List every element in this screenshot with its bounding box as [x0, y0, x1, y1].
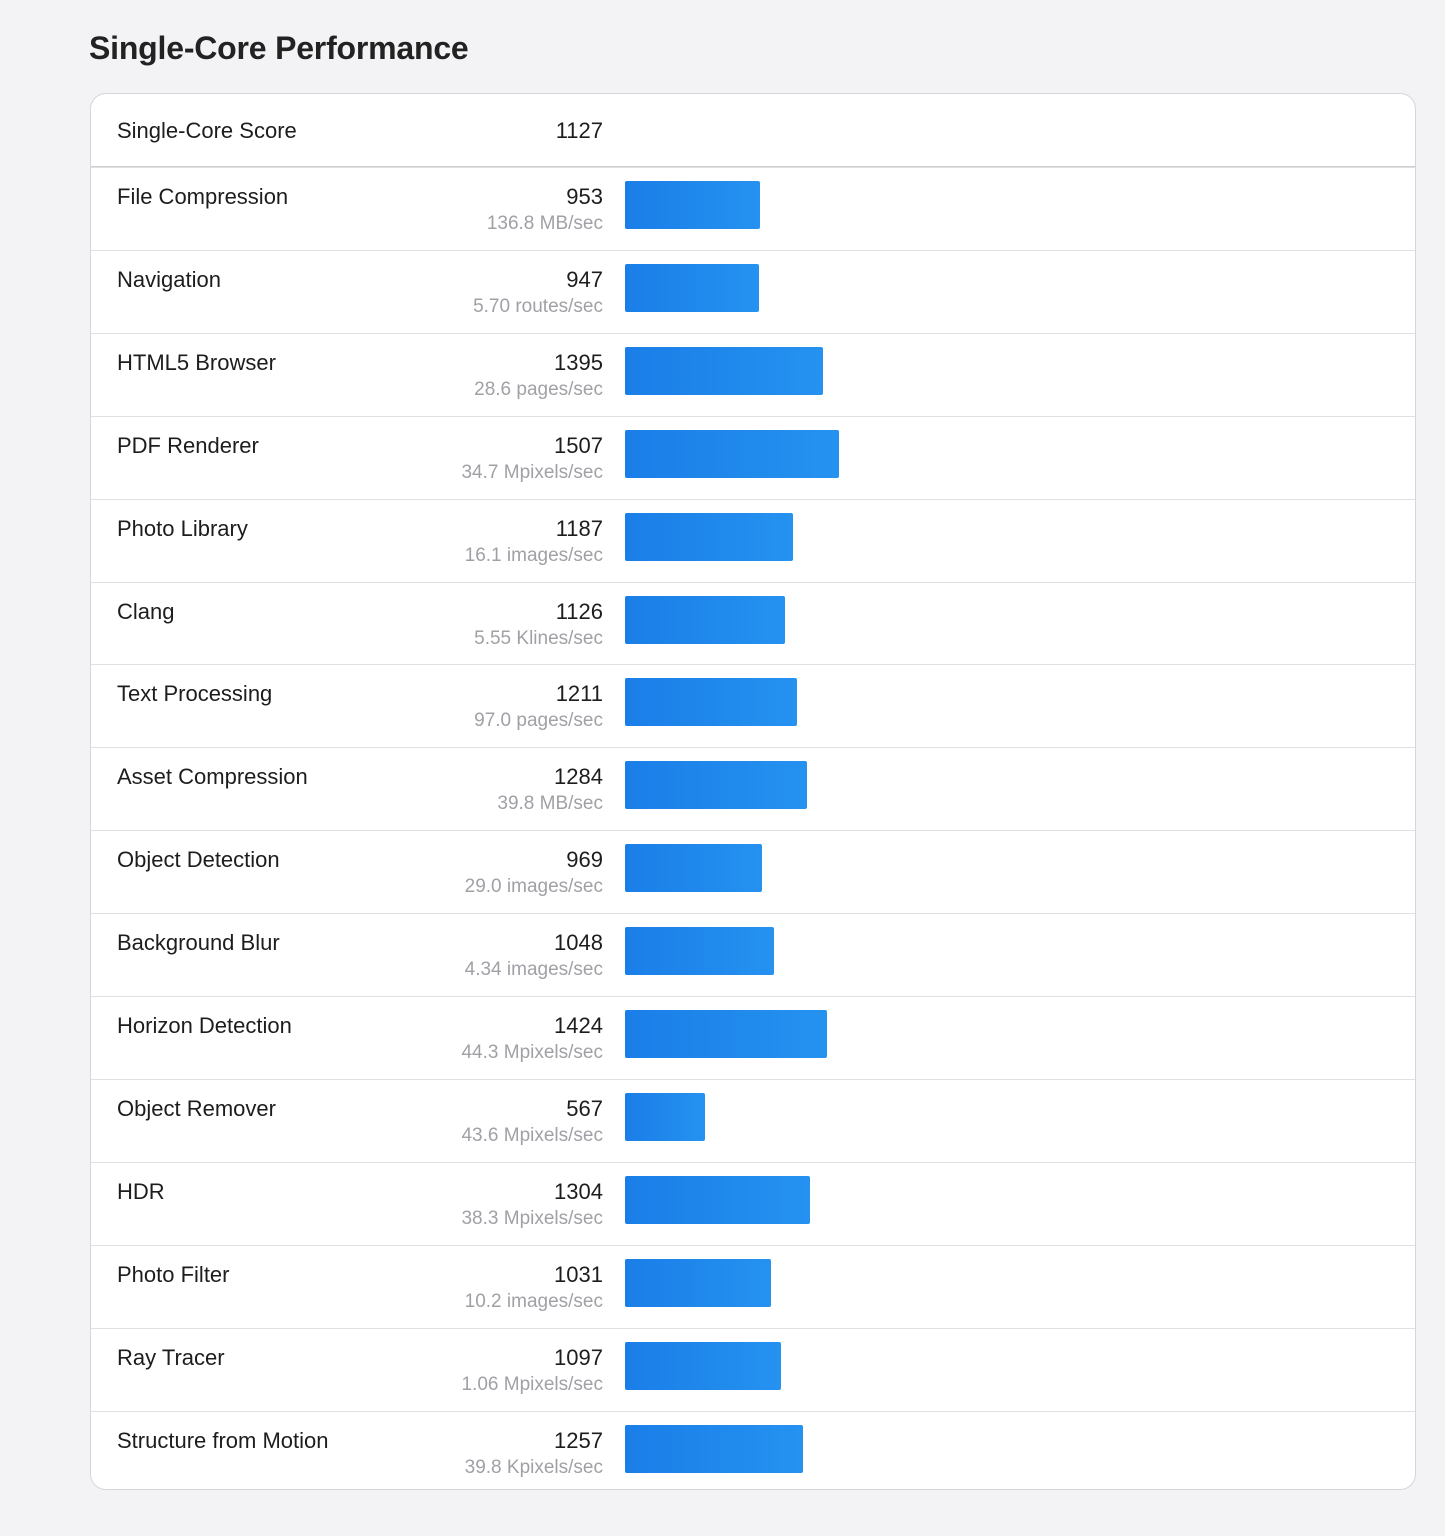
benchmark-row-hdr: HDR 1304 38.3 Mpixels/sec [91, 1161, 1415, 1245]
benchmark-row-photo-library: Photo Library 1187 16.1 images/sec [91, 498, 1415, 582]
benchmark-rate: 38.3 Mpixels/sec [461, 1207, 603, 1229]
benchmark-score: 1424 [554, 1013, 603, 1038]
benchmark-name: Clang [117, 598, 175, 624]
benchmark-name: Photo Library [117, 515, 248, 541]
score-bar-clang [625, 595, 785, 644]
benchmark-row-navigation: Navigation 947 5.70 routes/sec [91, 249, 1415, 333]
benchmark-name: Horizon Detection [117, 1013, 292, 1038]
summary-label: Single-Core Score [117, 118, 297, 143]
score-bar-navigation [625, 263, 759, 312]
score-bar-html5-browser [625, 346, 823, 395]
benchmark-rate: 29.0 images/sec [464, 876, 603, 898]
benchmark-score: 1097 [554, 1344, 603, 1370]
benchmark-row-horizon-detection: Horizon Detection 1424 44.3 Mpixels/sec [91, 996, 1415, 1079]
benchmark-score: 969 [566, 847, 603, 873]
benchmark-row-object-detection: Object Detection 969 29.0 images/sec [91, 830, 1415, 913]
benchmark-score: 1257 [554, 1427, 603, 1453]
benchmark-row-object-remover: Object Remover 567 43.6 Mpixels/sec [91, 1078, 1415, 1162]
benchmark-rate: 1.06 Mpixels/sec [461, 1373, 603, 1395]
benchmark-name: Object Remover [117, 1095, 276, 1121]
score-bar-horizon-detection [625, 1010, 827, 1058]
score-bar-text-processing [625, 678, 797, 727]
benchmark-row-clang: Clang 1126 5.55 Klines/sec [91, 581, 1415, 665]
benchmark-row-html5-browser: HTML5 Browser 1395 28.6 pages/sec [91, 332, 1415, 416]
benchmark-score: 567 [566, 1095, 603, 1121]
score-bar-asset-compression [625, 761, 807, 810]
benchmark-row-photo-filter: Photo Filter 1031 10.2 images/sec [91, 1244, 1415, 1328]
benchmark-row-asset-compression: Asset Compression 1284 39.8 MB/sec [91, 747, 1415, 830]
benchmark-row-text-processing: Text Processing 1211 97.0 pages/sec [91, 664, 1415, 747]
page-title: Single-Core Performance [89, 30, 469, 66]
benchmark-rate: 34.7 Mpixels/sec [461, 461, 603, 483]
benchmark-rate: 16.1 images/sec [464, 544, 603, 566]
benchmark-name: File Compression [117, 184, 289, 209]
score-bar-hdr [625, 1175, 810, 1224]
benchmark-score: 1284 [554, 764, 603, 790]
benchmark-score: 1048 [554, 930, 603, 956]
results-table: Single-Core Score 1127 File Compression 9… [90, 93, 1416, 1490]
benchmark-row-structure-from-motion: Structure from Motion 1257 39.8 Kpixels/se… [91, 1410, 1415, 1490]
benchmark-rate: 39.8 Kpixels/sec [464, 1456, 603, 1478]
benchmark-name: Object Detection [117, 847, 280, 873]
benchmark-name: Photo Filter [117, 1261, 230, 1287]
benchmark-name: Navigation [117, 266, 221, 292]
score-bar-object-remover [625, 1092, 705, 1141]
benchmark-row-background-blur: Background Blur 1048 4.34 images/sec [91, 913, 1415, 996]
benchmark-name: Asset Compression [117, 764, 308, 790]
benchmark-name: Background Blur [117, 930, 280, 956]
summary-row: Single-Core Score 1127 [91, 94, 1415, 167]
benchmark-rate: 44.3 Mpixels/sec [461, 1042, 603, 1063]
score-bar-photo-filter [625, 1258, 771, 1307]
score-bar-pdf-renderer [625, 429, 839, 478]
benchmark-rate: 5.55 Klines/sec [474, 627, 603, 649]
benchmark-score: 1031 [554, 1261, 603, 1287]
benchmark-name: HTML5 Browser [117, 349, 276, 375]
benchmark-rate: 43.6 Mpixels/sec [461, 1124, 603, 1146]
score-bar-photo-library [625, 512, 793, 561]
benchmark-score: 1211 [555, 681, 603, 707]
score-bar-file-compression [625, 181, 760, 229]
benchmark-rate: 10.2 images/sec [464, 1290, 603, 1312]
benchmark-name: PDF Renderer [117, 432, 259, 458]
benchmark-rate: 136.8 MB/sec [486, 213, 603, 234]
benchmark-rate: 4.34 images/sec [464, 959, 603, 981]
benchmark-score: 1126 [555, 598, 603, 624]
benchmark-row-pdf-renderer: PDF Renderer 1507 34.7 Mpixels/sec [91, 415, 1415, 499]
score-bar-background-blur [625, 927, 774, 976]
benchmark-score: 1304 [554, 1178, 603, 1204]
score-bar-object-detection [625, 844, 762, 893]
benchmark-name: Ray Tracer [117, 1344, 225, 1370]
benchmark-name: Text Processing [117, 681, 273, 707]
benchmark-rate: 28.6 pages/sec [474, 378, 603, 400]
score-bar-structure-from-motion [625, 1424, 803, 1473]
benchmark-rate: 39.8 MB/sec [497, 793, 603, 815]
benchmark-score: 1187 [555, 515, 603, 541]
summary-score: 1127 [555, 118, 603, 143]
benchmark-score: 947 [566, 266, 603, 292]
benchmark-score: 953 [566, 184, 603, 209]
benchmark-row-file-compression: File Compression 953 136.8 MB/sec [91, 167, 1415, 250]
benchmark-rate: 5.70 routes/sec [473, 295, 603, 317]
benchmark-rate: 97.0 pages/sec [474, 710, 603, 732]
benchmark-row-ray-tracer: Ray Tracer 1097 1.06 Mpixels/sec [91, 1327, 1415, 1411]
score-bar-ray-tracer [625, 1341, 781, 1390]
benchmark-name: Structure from Motion [117, 1427, 329, 1453]
benchmark-score: 1395 [554, 349, 603, 375]
benchmark-score: 1507 [554, 432, 603, 458]
benchmark-name: HDR [117, 1178, 165, 1204]
